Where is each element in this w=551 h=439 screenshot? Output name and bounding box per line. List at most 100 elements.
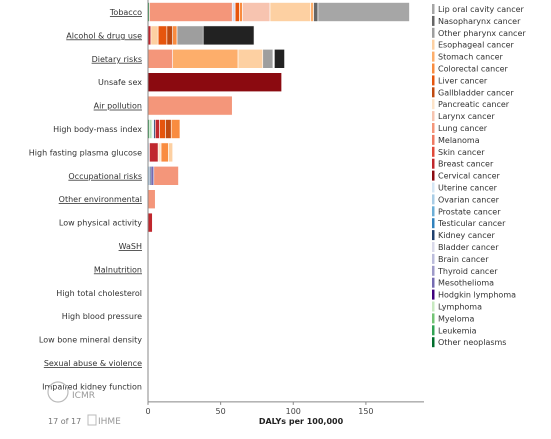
legend-item[interactable]: Other neoplasms (432, 337, 506, 348)
row-label[interactable]: Sexual abuse & violence (44, 359, 142, 368)
bar-segment[interactable] (147, 212, 153, 233)
legend-item[interactable]: Thyroid cancer (432, 265, 498, 276)
legend-label: Liver cancer (438, 76, 488, 85)
legend-swatch (432, 39, 435, 50)
x-tick-label: 50 (216, 407, 226, 416)
bar-segment[interactable] (172, 25, 178, 46)
legend-item[interactable]: Prostate cancer (432, 206, 501, 217)
bar-row: WaSH (119, 242, 142, 251)
bar-row: Air pollution (94, 95, 233, 116)
bar-row: Low bone mineral density (39, 336, 142, 345)
bar-segment[interactable] (150, 25, 159, 46)
legend-item[interactable]: Stomach cancer (432, 51, 504, 62)
legend-item[interactable]: Melanoma (432, 134, 480, 145)
bar-segment[interactable] (234, 2, 240, 22)
legend-item[interactable]: Liver cancer (432, 75, 488, 86)
bar-segment[interactable] (274, 48, 285, 69)
legend-label: Stomach cancer (438, 53, 504, 62)
bar-segment[interactable] (237, 48, 264, 69)
bar-segment[interactable] (239, 2, 243, 22)
row-label[interactable]: WaSH (119, 242, 142, 251)
legend-item[interactable]: Lung cancer (432, 123, 488, 133)
bar-segment[interactable] (159, 119, 166, 139)
legend-item[interactable]: Brain cancer (432, 253, 489, 264)
legend-item[interactable]: Uterine cancer (432, 182, 498, 193)
legend-item[interactable]: Skin cancer (432, 146, 485, 157)
row-label: High total cholesterol (56, 289, 142, 298)
bar-segment[interactable] (157, 142, 162, 163)
legend-label: Cervical cancer (438, 172, 501, 181)
legend-item[interactable]: Bladder cancer (432, 242, 499, 252)
legend-swatch (432, 313, 435, 324)
row-label[interactable]: Alcohol & drug use (66, 31, 142, 40)
bar-segment[interactable] (147, 189, 156, 209)
legend-swatch (432, 27, 435, 38)
bar-segment[interactable] (262, 48, 274, 69)
bar-segment[interactable] (313, 2, 319, 22)
bar-segment[interactable] (150, 166, 155, 186)
bar-segment[interactable] (170, 119, 181, 139)
bar-segment[interactable] (147, 95, 233, 116)
row-label[interactable]: Malnutrition (94, 265, 142, 274)
legend-item[interactable]: Lymphoma (432, 301, 482, 312)
row-label[interactable]: Tobacco (109, 8, 142, 17)
page-indicator[interactable]: 17 of 17 (48, 417, 81, 426)
legend-swatch (432, 170, 435, 181)
bar-segment[interactable] (172, 48, 239, 69)
bar-row: Dietary risks (92, 48, 285, 69)
bar-segment[interactable] (147, 72, 282, 92)
legend-item[interactable]: Other pharynx cancer (432, 27, 526, 38)
legend-item[interactable]: Kidney cancer (432, 230, 496, 241)
bar-segment[interactable] (168, 142, 173, 163)
bar-segment[interactable] (310, 2, 314, 22)
row-label[interactable]: Occupational risks (68, 172, 142, 181)
legend-label: Other neoplasms (438, 338, 506, 347)
bar-segment[interactable] (317, 2, 410, 22)
x-tick-label: 0 (145, 407, 150, 416)
bar-segment[interactable] (166, 25, 173, 46)
row-label[interactable]: Air pollution (94, 102, 142, 111)
legend-label: Melanoma (438, 136, 480, 145)
row-label[interactable]: Other environmental (59, 195, 142, 204)
bar-segment[interactable] (269, 2, 311, 22)
legend-item[interactable]: Nasopharynx cancer (432, 15, 521, 26)
legend-item[interactable]: Esophageal cancer (432, 39, 515, 50)
legend-item[interactable]: Breast cancer (432, 158, 494, 169)
bar-segment[interactable] (149, 142, 159, 163)
legend-item[interactable]: Lip oral cavity cancer (432, 4, 525, 14)
legend-label: Lung cancer (438, 124, 488, 133)
legend-item[interactable]: Hodgkin lymphoma (432, 289, 516, 300)
footer: ICMR 17 of 17 IHME (47, 381, 121, 427)
bar-segment[interactable] (231, 2, 236, 22)
bar-segment[interactable] (157, 25, 168, 46)
legend-swatch (432, 134, 435, 145)
row-label[interactable]: Dietary risks (92, 55, 142, 64)
legend-item[interactable]: Testicular cancer (432, 218, 506, 229)
legend-swatch (432, 4, 435, 14)
legend-item[interactable]: Gallbladder cancer (432, 87, 514, 98)
bar-segment[interactable] (149, 2, 233, 22)
legend-label: Ovarian cancer (438, 195, 500, 204)
bar-row: High blood pressure (62, 312, 142, 321)
row-label: Unsafe sex (98, 78, 142, 87)
legend-item[interactable]: Ovarian cancer (432, 194, 500, 205)
legend-item[interactable]: Cervical cancer (432, 170, 501, 181)
legend-item[interactable]: Larynx cancer (432, 111, 495, 122)
bar-segment[interactable] (160, 142, 169, 163)
bar-segment[interactable] (165, 119, 172, 139)
legend-item[interactable]: Myeloma (432, 313, 474, 324)
bar-row: High fasting plasma glucose (29, 142, 173, 163)
legend-item[interactable]: Pancreatic cancer (432, 99, 510, 110)
bar-segment[interactable] (202, 25, 255, 46)
legend-swatch (432, 277, 435, 288)
legend-item[interactable]: Mesothelioma (432, 277, 494, 288)
bar-row: Occupational risks (68, 166, 179, 186)
bar-row: Other environmental (59, 189, 156, 209)
bar-segment[interactable] (147, 48, 173, 69)
bar-segment[interactable] (153, 166, 179, 186)
legend-item[interactable]: Leukemia (432, 325, 477, 336)
row-label: Low bone mineral density (39, 336, 142, 345)
bar-segment[interactable] (242, 2, 271, 22)
legend-item[interactable]: Colorectal cancer (432, 63, 509, 74)
bar-segment[interactable] (154, 119, 160, 139)
